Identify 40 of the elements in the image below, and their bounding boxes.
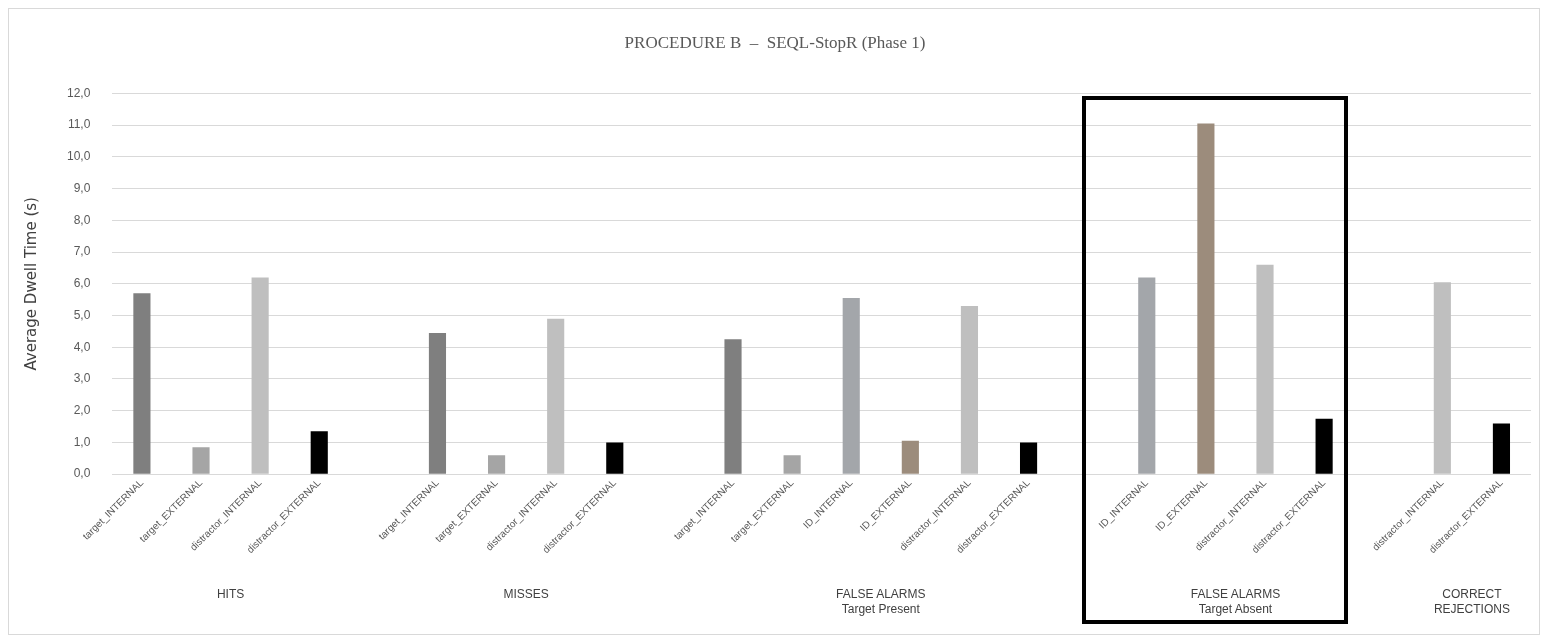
bar bbox=[1433, 282, 1451, 474]
bar bbox=[606, 442, 624, 474]
y-tick-label: 4,0 bbox=[73, 339, 91, 354]
bar bbox=[1315, 418, 1333, 474]
text: MISSES bbox=[503, 587, 549, 602]
y-tick-label: 6,0 bbox=[73, 276, 91, 291]
bar bbox=[842, 298, 860, 474]
bar bbox=[488, 455, 506, 474]
bar bbox=[901, 440, 919, 474]
text: CORRECT REJECTIONS bbox=[1433, 587, 1510, 617]
y-tick-label: 5,0 bbox=[73, 307, 91, 322]
bar bbox=[1019, 442, 1038, 474]
bar bbox=[1138, 277, 1156, 474]
y-tick-label: 11,0 bbox=[67, 117, 91, 132]
text: FALSE ALARMS Target Present bbox=[836, 587, 926, 617]
bar bbox=[547, 318, 565, 474]
bar bbox=[724, 339, 742, 474]
bar bbox=[192, 447, 210, 474]
bar bbox=[428, 332, 447, 474]
bar bbox=[1197, 123, 1215, 474]
y-axis-title: Average Dwell Time (s) bbox=[21, 197, 40, 371]
bar bbox=[1492, 423, 1511, 474]
bar bbox=[251, 277, 269, 474]
bar bbox=[960, 306, 979, 474]
chart-title: PROCEDURE B – SEQL-StopR (Phase 1) bbox=[624, 32, 926, 52]
y-tick-label: 12,0 bbox=[67, 85, 91, 100]
bar bbox=[1256, 264, 1274, 474]
text: HITS bbox=[216, 587, 245, 602]
text: FALSE ALARMS Target Absent bbox=[1190, 587, 1281, 617]
y-tick-label: 2,0 bbox=[73, 403, 91, 418]
y-tick-label: 3,0 bbox=[73, 371, 91, 386]
bar bbox=[783, 455, 801, 474]
y-tick-label: 7,0 bbox=[73, 244, 91, 259]
bar bbox=[310, 431, 328, 474]
y-tick-label: 9,0 bbox=[73, 180, 91, 195]
y-tick-label: 10,0 bbox=[67, 149, 91, 164]
y-tick-label: 8,0 bbox=[73, 212, 91, 227]
bar bbox=[133, 293, 151, 474]
y-tick-label: 1,0 bbox=[73, 434, 91, 449]
y-tick-label: 0,0 bbox=[73, 466, 91, 481]
